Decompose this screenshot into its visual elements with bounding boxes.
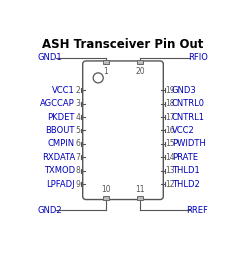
Text: 8: 8 bbox=[76, 166, 80, 175]
Text: PWIDTH: PWIDTH bbox=[172, 139, 206, 148]
Text: RFIO: RFIO bbox=[188, 53, 208, 62]
Text: 17: 17 bbox=[166, 112, 175, 121]
Text: 13: 13 bbox=[166, 166, 175, 175]
Text: 3: 3 bbox=[76, 99, 80, 108]
Text: PRATE: PRATE bbox=[172, 153, 198, 162]
FancyBboxPatch shape bbox=[83, 61, 163, 200]
Text: 16: 16 bbox=[166, 126, 175, 135]
Text: THLD1: THLD1 bbox=[172, 166, 200, 175]
Text: 1: 1 bbox=[104, 67, 108, 76]
Text: 12: 12 bbox=[166, 180, 175, 189]
Text: THLD2: THLD2 bbox=[172, 180, 200, 189]
Text: 15: 15 bbox=[166, 139, 175, 148]
Text: 4: 4 bbox=[76, 112, 80, 121]
Text: 20: 20 bbox=[135, 67, 145, 76]
Text: BBOUT: BBOUT bbox=[46, 126, 75, 135]
Text: 19: 19 bbox=[166, 86, 175, 95]
Text: 2: 2 bbox=[76, 86, 80, 95]
Circle shape bbox=[93, 73, 103, 83]
Text: GND2: GND2 bbox=[38, 206, 62, 215]
Text: RXDATA: RXDATA bbox=[42, 153, 75, 162]
Text: 14: 14 bbox=[166, 153, 175, 162]
Text: VCC1: VCC1 bbox=[52, 86, 75, 95]
Text: 11: 11 bbox=[135, 185, 145, 194]
Text: AGCCAP: AGCCAP bbox=[40, 99, 75, 108]
Text: CMPIN: CMPIN bbox=[48, 139, 75, 148]
Text: 10: 10 bbox=[101, 185, 111, 194]
Text: VCC2: VCC2 bbox=[172, 126, 195, 135]
Text: PKDET: PKDET bbox=[48, 112, 75, 121]
Text: LPFADJ: LPFADJ bbox=[46, 180, 75, 189]
Text: 7: 7 bbox=[76, 153, 80, 162]
Text: RREF: RREF bbox=[186, 206, 208, 215]
Text: 6: 6 bbox=[76, 139, 80, 148]
Text: TXMOD: TXMOD bbox=[44, 166, 75, 175]
Text: GND1: GND1 bbox=[38, 53, 62, 62]
Bar bbox=[137, 196, 143, 200]
Text: ASH Transceiver Pin Out: ASH Transceiver Pin Out bbox=[42, 38, 204, 51]
Bar bbox=[103, 60, 109, 64]
Text: CNTRL0: CNTRL0 bbox=[172, 99, 205, 108]
Text: 9: 9 bbox=[76, 180, 80, 189]
Text: 5: 5 bbox=[76, 126, 80, 135]
Bar bbox=[137, 60, 143, 64]
Text: GND3: GND3 bbox=[172, 86, 197, 95]
Text: CNTRL1: CNTRL1 bbox=[172, 112, 205, 121]
Bar bbox=[103, 196, 109, 200]
Text: 18: 18 bbox=[166, 99, 175, 108]
